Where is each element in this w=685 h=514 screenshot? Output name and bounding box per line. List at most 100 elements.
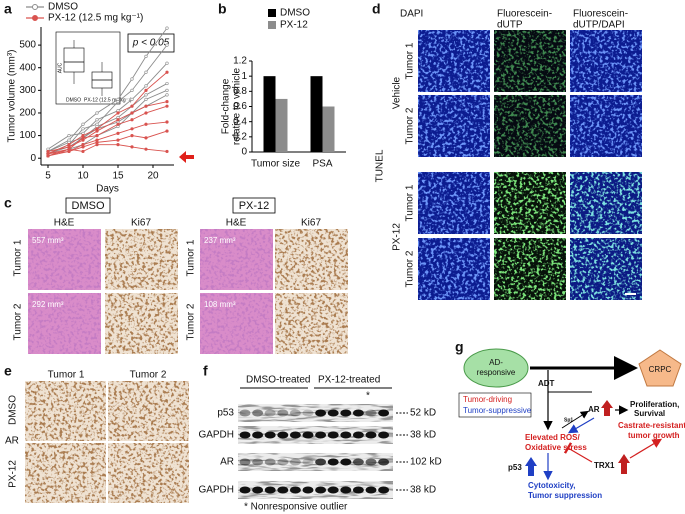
micrograph-texture	[275, 293, 348, 354]
point	[165, 100, 169, 104]
micrograph-texture	[494, 30, 566, 92]
band	[315, 431, 327, 439]
band	[277, 486, 289, 494]
y-tick-label: 500	[19, 40, 36, 51]
y-tick-label: 0	[30, 153, 36, 164]
band	[352, 458, 364, 466]
node-label: responsive	[477, 368, 516, 377]
micrograph-texture	[200, 229, 273, 290]
band	[378, 431, 390, 439]
legend-marker	[32, 4, 38, 10]
point	[116, 118, 120, 122]
band	[315, 486, 327, 494]
band	[365, 431, 377, 439]
x-tick-label: PSA	[312, 159, 332, 170]
micrograph-texture	[28, 229, 101, 290]
group-header: PX-12	[239, 200, 270, 212]
point	[144, 111, 148, 115]
annotation-box	[127, 33, 175, 53]
label: Oxidative stress	[525, 443, 587, 452]
side-label: TUNEL	[375, 149, 386, 182]
annotation: p < 0.05	[132, 38, 170, 49]
arrow	[561, 410, 589, 429]
micrograph-texture	[494, 238, 566, 300]
y-tick-label: 1.2	[233, 56, 247, 67]
band	[378, 409, 390, 417]
micrograph-texture	[25, 381, 106, 441]
series-line	[47, 101, 168, 152]
row-label: AR	[220, 457, 234, 468]
band	[340, 486, 352, 494]
row-label: GAPDH	[198, 430, 234, 441]
y-tick-label: 100	[19, 130, 36, 141]
band	[289, 409, 301, 417]
row-label: Tumor 2	[13, 303, 24, 340]
y-tick-label: 200	[19, 108, 36, 119]
start-node	[463, 348, 529, 388]
label: AR	[588, 405, 600, 414]
inset-xlabel: PX-12 (12.5 mg kg⁻¹)	[84, 97, 132, 103]
row-label: Tumor 1	[405, 42, 416, 79]
legend-label: PX-12	[280, 20, 308, 31]
point	[144, 88, 148, 92]
size-label: 102 kD	[410, 457, 442, 468]
column-header: Fluorescein-	[573, 9, 628, 20]
legend-label: Tumor-driving	[463, 395, 512, 404]
band	[352, 431, 364, 439]
row-label: Tumor 2	[186, 303, 197, 340]
band	[378, 486, 390, 494]
micrograph-texture	[570, 172, 642, 234]
panel-label: g	[455, 339, 464, 355]
band	[365, 486, 377, 494]
legend-swatch	[268, 9, 276, 17]
point	[130, 111, 134, 115]
band	[352, 486, 364, 494]
inset-xlabel: DMSO	[66, 97, 81, 103]
point	[165, 93, 169, 97]
series-line	[47, 71, 168, 155]
band	[365, 409, 377, 417]
micrograph-texture	[418, 172, 490, 234]
label: Proliferation,	[630, 400, 679, 409]
inhibition	[563, 442, 593, 463]
micrograph-texture	[105, 293, 178, 354]
panel-label: d	[372, 1, 381, 17]
volume-label: 292 mm³	[32, 300, 64, 309]
point	[165, 149, 169, 154]
row-label: AR	[5, 436, 19, 447]
band	[252, 409, 264, 417]
micrograph-texture	[108, 381, 189, 441]
point	[95, 129, 99, 133]
point	[81, 127, 85, 131]
point	[130, 97, 134, 101]
point	[81, 145, 85, 149]
point	[144, 70, 148, 74]
point	[165, 129, 169, 133]
point	[130, 118, 134, 122]
band	[252, 458, 264, 466]
series-line	[47, 130, 168, 157]
row-label: DMSO	[8, 395, 19, 425]
x-tick-label: 5	[45, 171, 51, 182]
row-label: Tumor 1	[405, 184, 416, 221]
row-label: p53	[217, 408, 234, 419]
point	[81, 149, 85, 154]
point	[116, 131, 120, 135]
legend-marker	[32, 15, 38, 21]
micrograph-texture	[570, 95, 642, 157]
y-tick-label: 1	[241, 71, 247, 82]
point	[144, 147, 148, 151]
column-header: Fluorescein-	[497, 9, 552, 20]
point	[116, 100, 120, 104]
layout: p < 0.05 AUC DMSO PX-12 (12.5 mg kg⁻¹) A…	[55, 31, 685, 500]
band	[277, 409, 289, 417]
volume-label: 237 mm³	[204, 236, 236, 245]
point	[116, 143, 120, 147]
label: Sp1	[564, 417, 573, 423]
row-label: Tumor 2	[405, 107, 416, 144]
arrow	[179, 151, 194, 163]
y-tick-label: 0.6	[233, 101, 247, 112]
label: Cytotoxicity,	[528, 481, 575, 490]
band	[302, 409, 314, 417]
point	[130, 88, 134, 92]
